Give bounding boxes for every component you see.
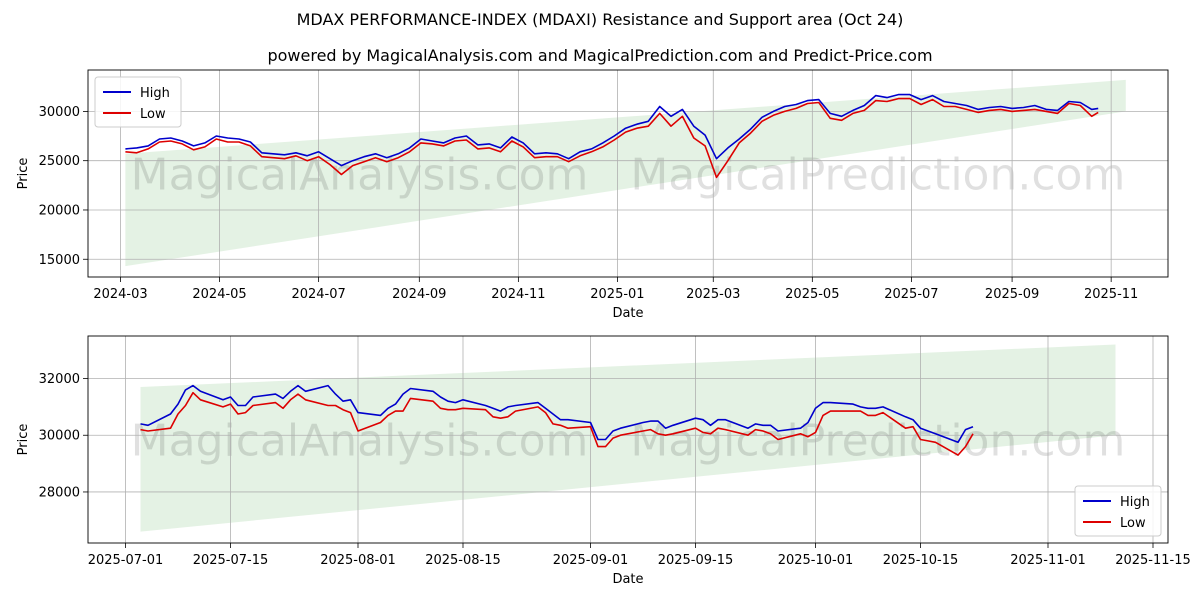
x-tick-label: 2025-10-15 (883, 553, 959, 568)
x-tick-label: 2025-11-01 (1010, 553, 1086, 568)
series-line-low (140, 391, 974, 456)
x-tick-label: 2025-01 (590, 287, 644, 302)
y-tick-label: 20000 (39, 203, 80, 218)
legend-label-high: High (1120, 495, 1150, 510)
x-tick-label: 2025-09-15 (658, 553, 734, 568)
watermark-text: MagicalAnalysis.com MagicalPrediction.co… (131, 416, 1126, 467)
plot-frame (87, 335, 1169, 544)
watermark-text: MagicalAnalysis.com MagicalPrediction.co… (131, 150, 1126, 201)
legend-label-low: Low (1120, 516, 1146, 531)
x-tick-label: 2024-03 (93, 287, 147, 302)
y-tick-label: 32000 (39, 372, 80, 387)
x-tick-label: 2025-09 (985, 287, 1039, 302)
x-tick-label: 2024-11 (491, 287, 545, 302)
series-line-low (125, 97, 1099, 179)
legend-box (1074, 485, 1162, 537)
x-tick-label: 2025-10-01 (778, 553, 854, 568)
y-axis-label: Price (16, 424, 31, 456)
plot-frame (87, 69, 1169, 278)
y-tick-label: 28000 (39, 485, 80, 500)
x-tick-label: 2025-08-01 (320, 553, 396, 568)
y-tick-label: 25000 (39, 154, 80, 169)
x-tick-label: 2025-05 (785, 287, 839, 302)
legend-box (94, 76, 182, 128)
x-axis-label: Date (612, 306, 643, 321)
legend: High Low (94, 76, 182, 128)
x-tick-label: 2025-09-01 (553, 553, 629, 568)
x-axis-label: Date (612, 572, 643, 587)
x-tick-label: 2025-08-15 (425, 553, 501, 568)
legend-label-low: Low (140, 107, 166, 122)
y-axis-label: Price (16, 158, 31, 190)
y-tick-label: 15000 (39, 253, 80, 268)
x-tick-label: 2024-09 (392, 287, 446, 302)
x-tick-label: 2025-03 (686, 287, 740, 302)
series-line-high (140, 384, 974, 444)
x-tick-label: 2025-07-15 (193, 553, 269, 568)
x-tick-label: 2025-11-15 (1115, 553, 1191, 568)
series-line-high (125, 93, 1099, 167)
chart-title: MDAX PERFORMANCE-INDEX (MDAXI) Resistanc… (296, 10, 904, 29)
support-resistance-band (125, 79, 1126, 267)
y-tick-label: 30000 (39, 429, 80, 444)
chart-subtitle: powered by MagicalAnalysis.com and Magic… (267, 46, 933, 65)
x-tick-label: 2024-07 (291, 287, 345, 302)
support-resistance-band (140, 344, 1116, 532)
legend: High Low (1074, 485, 1162, 537)
x-tick-label: 2025-11 (1084, 287, 1138, 302)
chart-panel-2: MagicalAnalysis.com MagicalPrediction.co… (16, 335, 1191, 587)
x-tick-label: 2024-05 (192, 287, 246, 302)
y-tick-label: 30000 (39, 105, 80, 120)
x-tick-label: 2025-07 (884, 287, 938, 302)
x-tick-label: 2025-07-01 (88, 553, 164, 568)
legend-label-high: High (140, 86, 170, 101)
chart-panel-1: MagicalAnalysis.com MagicalPrediction.co… (16, 69, 1169, 321)
